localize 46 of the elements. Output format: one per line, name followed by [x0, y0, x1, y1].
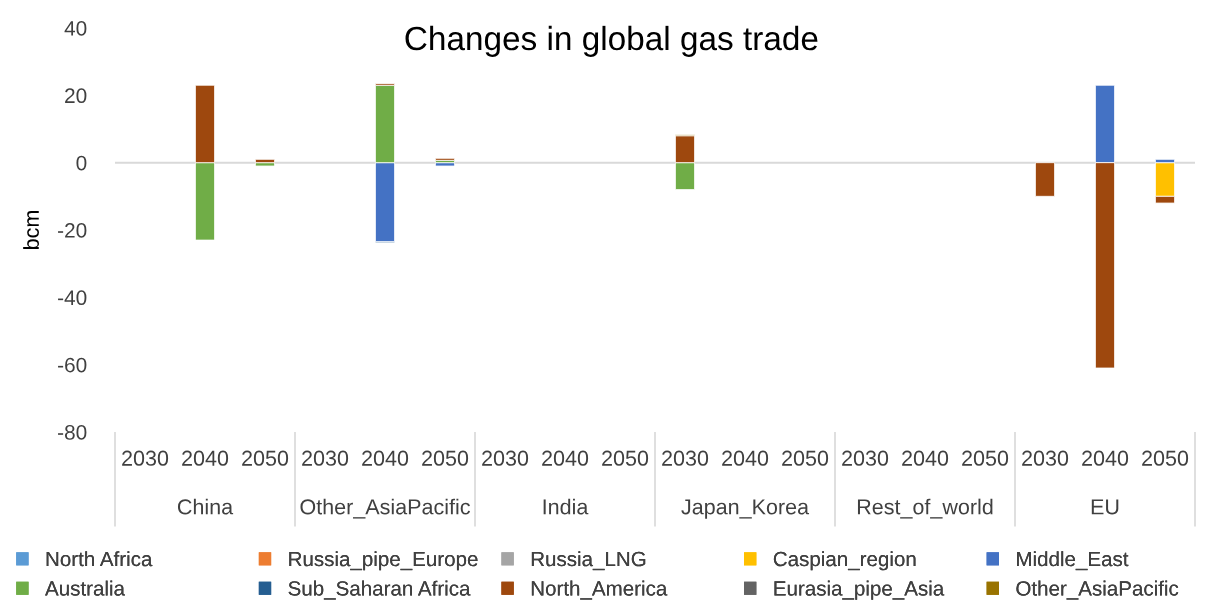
bar [254, 158, 276, 164]
legend-label: Russia_pipe_Europe [289, 551, 478, 571]
text: Rest_of_world [857, 498, 993, 519]
bar [1034, 162, 1056, 197]
text: India [543, 498, 589, 515]
x-tick-label: 2050 [242, 450, 289, 466]
x-tick-label: 2030 [122, 450, 169, 466]
x-tick-label: 2030 [1022, 450, 1069, 466]
y-tick-label: 40 [64, 21, 87, 36]
y-tick-label: -60 [58, 357, 87, 373]
x-tick-label: 2040 [542, 450, 589, 466]
x-tick-label: 2040 [902, 450, 949, 466]
x-tick-label: 2030 [482, 450, 529, 466]
legend-label: Eurasia_pipe_Asia [774, 580, 945, 600]
x-tick-label: 2040 [182, 450, 229, 466]
x-tick-label: 2040 [362, 450, 409, 466]
text: Japan_Korea [681, 499, 810, 519]
legend-label: Other_AsiaPacific [1016, 580, 1179, 600]
x-tick-label: 2040 [1082, 450, 1129, 466]
legend-label: Middle_East [1017, 551, 1129, 571]
text: EU [1091, 499, 1119, 515]
bar [254, 162, 276, 167]
x-tick-label: 2050 [602, 450, 649, 466]
legend-label: Sub_Saharan Africa [288, 580, 471, 600]
legend-label: Australia [45, 580, 125, 596]
legend-label: North_America [531, 580, 668, 600]
y-axis-title: bcm [23, 211, 39, 249]
chart-title: Changes in global gas trade [405, 25, 818, 57]
x-tick-label: 2040 [722, 450, 769, 466]
text: China [177, 498, 234, 515]
legend-label: Russia_LNG [531, 551, 646, 571]
y-tick-label: 20 [65, 88, 87, 104]
text: Other_AsiaPacific [300, 498, 470, 519]
x-tick-label: 2030 [302, 450, 349, 466]
x-tick-label: 2050 [1142, 450, 1189, 466]
x-tick-label: 2050 [962, 450, 1009, 466]
y-tick-label: -80 [58, 425, 87, 440]
y-tick-label: -20 [58, 223, 87, 238]
x-tick-label: 2050 [422, 450, 469, 466]
legend-label: North Africa [46, 551, 153, 567]
legend-label: Caspian_region [773, 551, 916, 571]
x-tick-label: 2050 [782, 450, 829, 466]
y-tick-label: -40 [58, 290, 87, 306]
x-tick-label: 2030 [662, 450, 709, 466]
x-tick-label: 2030 [842, 450, 889, 466]
y-tick-label: 0 [76, 155, 87, 171]
